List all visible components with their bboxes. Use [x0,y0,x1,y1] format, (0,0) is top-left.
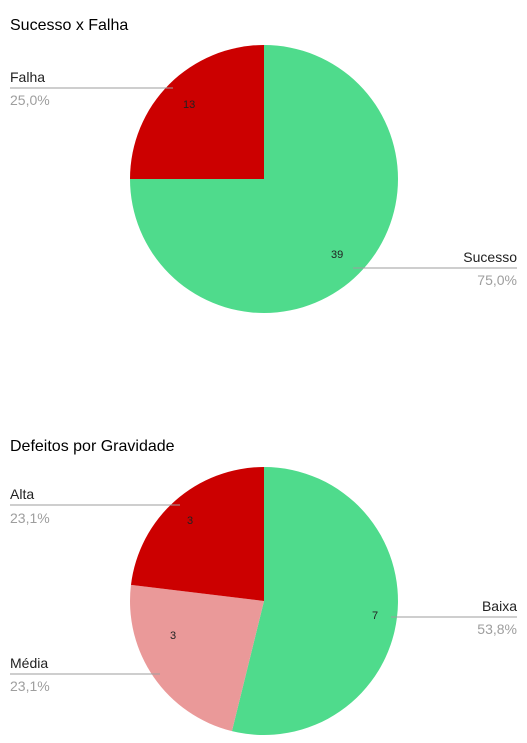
slice-label-media: Média [10,655,48,671]
chart-title: Defeitos por Gravidade [10,438,175,455]
chart-defeitos-gravidade: Defeitos por Gravidade Alta 23,1% 3 Baix… [10,438,517,735]
slice-label-baixa: Baixa [482,598,517,614]
pie-slice-media [130,584,264,732]
slice-label-falha: Falha [10,69,45,85]
slice-label-alta: Alta [10,486,34,502]
slice-percent-falha: 25,0% [10,92,50,108]
pie-slice-falha [130,45,264,179]
slice-value-baixa: 7 [372,610,378,622]
chart-sucesso-falha: Sucesso x Falha Falha 25,0% 13 Sucesso 7… [10,17,517,313]
slice-label-sucesso: Sucesso [463,249,517,265]
pie-slice-baixa [231,467,398,735]
pie-slices [130,467,398,735]
pie-slices [130,45,398,313]
slice-percent-baixa: 53,8% [477,621,517,637]
slice-percent-media: 23,1% [10,678,50,694]
slice-value-sucesso: 39 [331,249,343,261]
slice-value-alta: 3 [187,515,193,527]
chart-title: Sucesso x Falha [10,17,128,34]
slice-percent-alta: 23,1% [10,510,50,526]
pie-slice-alta [130,467,264,601]
slice-percent-sucesso: 75,0% [477,272,517,288]
slice-value-falha: 13 [183,99,195,111]
slice-value-media: 3 [170,630,176,642]
